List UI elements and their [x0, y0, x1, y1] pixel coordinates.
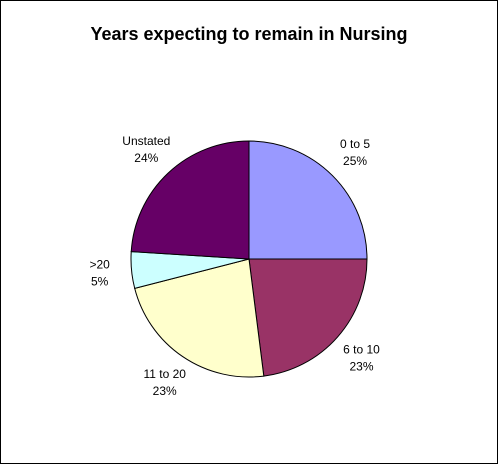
chart-title: Years expecting to remain in Nursing [90, 24, 407, 44]
slice-label: >20 [89, 257, 110, 271]
slice-value-label: 24% [134, 151, 158, 165]
slice-value-label: 5% [91, 274, 109, 288]
slice-value-label: 23% [350, 359, 374, 373]
slice-label: Unstated [122, 134, 170, 148]
pie-slice [134, 258, 265, 378]
pie-slice [130, 140, 250, 260]
slice-value-label: 25% [343, 154, 367, 168]
slice-label: 6 to 10 [343, 342, 380, 356]
pie-slice [248, 258, 368, 377]
pie-slice [248, 140, 368, 260]
slice-value-label: 23% [153, 384, 177, 398]
slice-label: 0 to 5 [340, 137, 370, 151]
slice-label: 11 to 20 [143, 367, 186, 381]
